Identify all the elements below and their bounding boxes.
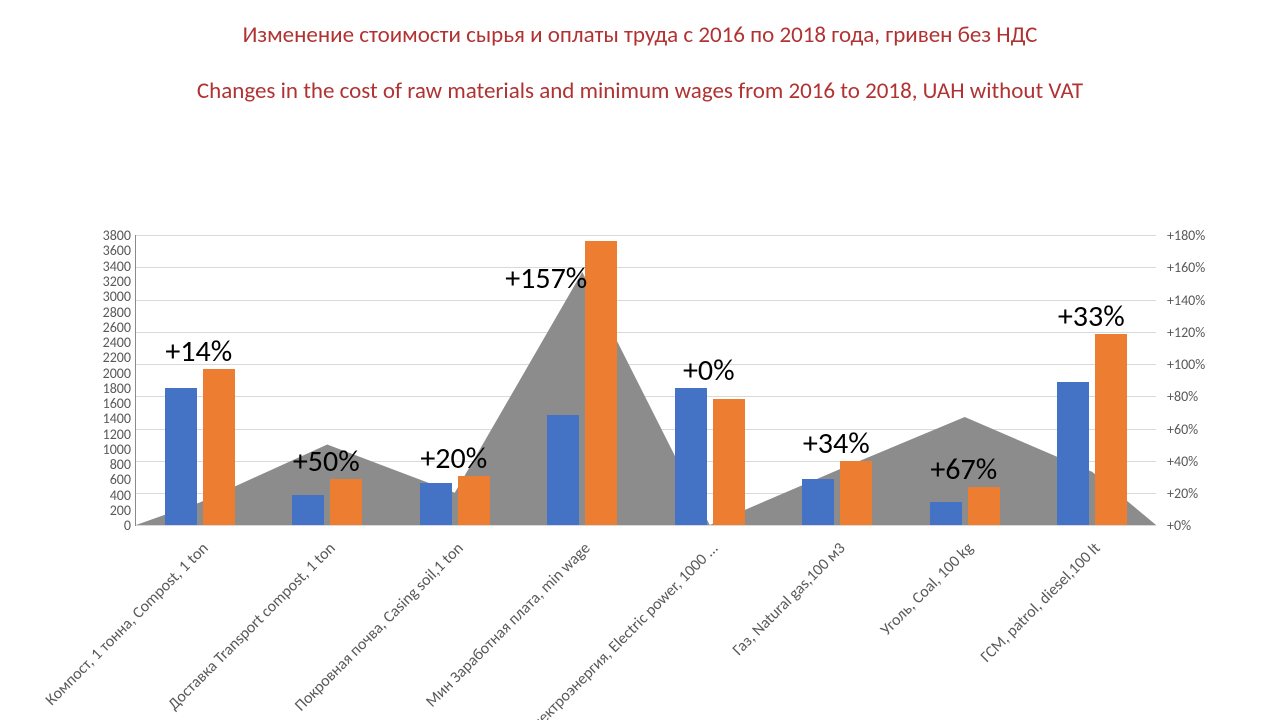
bar-2016 — [292, 495, 324, 526]
title-en: Changes in the cost of raw materials and… — [0, 78, 1280, 106]
y-left-tick: 3000 — [93, 288, 131, 305]
pct-label: +14% — [165, 333, 232, 370]
y-right-tick: +80% — [1167, 388, 1198, 405]
bar-2016 — [802, 479, 834, 525]
y-left-tick: 1400 — [93, 410, 131, 427]
y-right-tick: +140% — [1167, 292, 1205, 309]
y-right-tick: +0% — [1167, 517, 1191, 534]
bar-2018 — [203, 369, 235, 525]
y-right-tick: +180% — [1167, 227, 1205, 244]
bar-2018 — [1095, 334, 1127, 525]
y-left-tick: 3600 — [93, 242, 131, 259]
y-left-tick: 2000 — [93, 365, 131, 382]
y-left-tick: 2400 — [93, 334, 131, 351]
bar-2018 — [330, 479, 362, 525]
y-left-tick: 2200 — [93, 349, 131, 366]
pct-label: +34% — [803, 425, 870, 462]
y-left-tick: 1200 — [93, 426, 131, 443]
y-left-tick: 600 — [93, 471, 131, 488]
y-left-tick: 800 — [93, 456, 131, 473]
y-right-tick: +120% — [1167, 324, 1205, 341]
bar-2016 — [675, 388, 707, 525]
pct-label: +50% — [293, 443, 360, 480]
y-left-tick: 0 — [93, 517, 131, 534]
bar-2016 — [165, 388, 197, 525]
y-left-tick: 1800 — [93, 380, 131, 397]
y-left-tick: 3200 — [93, 273, 131, 290]
y-left-tick: 3400 — [93, 258, 131, 275]
pct-label: +20% — [420, 440, 487, 477]
title-ru: Изменение стоимости сырья и оплаты труда… — [0, 22, 1280, 50]
y-right-tick: +100% — [1167, 356, 1205, 373]
pct-label: +157% — [505, 260, 587, 297]
y-left-tick: 1000 — [93, 441, 131, 458]
y-left-tick: 200 — [93, 502, 131, 519]
gridline — [136, 525, 1156, 526]
bar-2018 — [840, 461, 872, 525]
pct-label: +0% — [683, 352, 735, 389]
pct-label: +67% — [930, 451, 997, 488]
bar-2018 — [713, 399, 745, 525]
bar-2016 — [1057, 382, 1089, 525]
y-right-tick: +160% — [1167, 259, 1205, 276]
increase-area — [136, 235, 1156, 525]
y-left-tick: 1600 — [93, 395, 131, 412]
plot-area — [135, 235, 1156, 526]
x-category-label: ГСМ, patrol, diesel,100 lt — [879, 539, 1105, 720]
bar-2018 — [968, 487, 1000, 525]
y-left-tick: 3800 — [93, 227, 131, 244]
y-left-tick: 2800 — [93, 304, 131, 321]
bar-2016 — [547, 415, 579, 526]
y-left-tick: 400 — [93, 487, 131, 504]
y-right-tick: +40% — [1167, 453, 1198, 470]
pct-label: +33% — [1058, 298, 1125, 335]
y-left-tick: 2600 — [93, 319, 131, 336]
bar-2016 — [930, 502, 962, 525]
y-right-tick: +20% — [1167, 485, 1198, 502]
bar-2018 — [458, 476, 490, 526]
y-right-tick: +60% — [1167, 421, 1198, 438]
bar-2018 — [585, 241, 617, 525]
bar-2016 — [420, 483, 452, 525]
